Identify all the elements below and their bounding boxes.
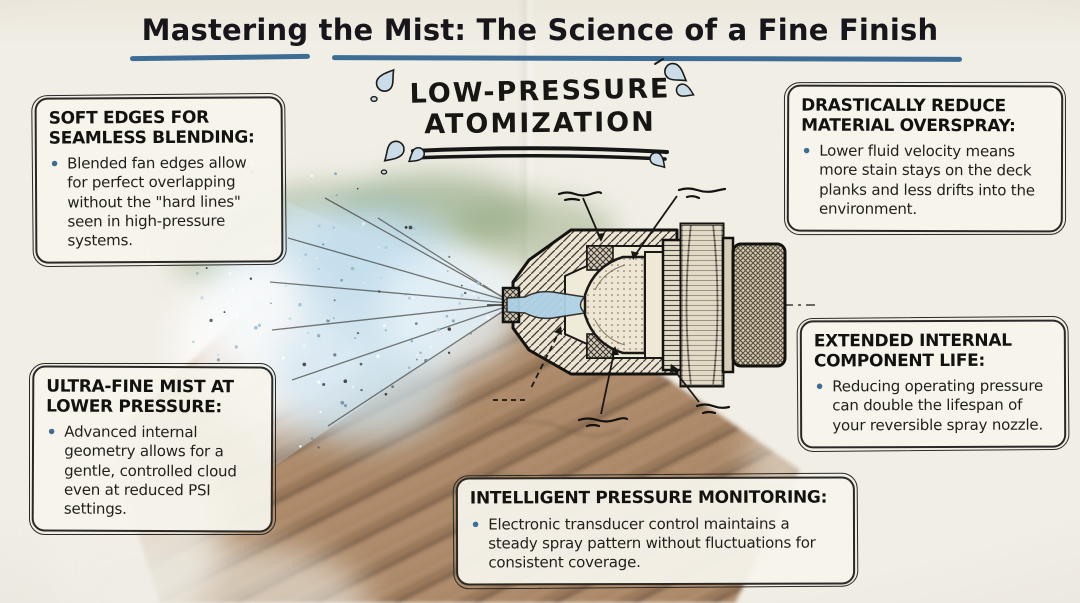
center-heading: LOW-PRESSURE ATOMIZATION	[340, 73, 740, 163]
callout-heading: DRASTICALLY REDUCE MATERIAL OVERSPRAY:	[801, 95, 1016, 137]
callout-soft-edges: SOFT EDGES FOR SEAMLESS BLENDING: • Blen…	[34, 96, 284, 264]
threaded-end	[731, 242, 787, 368]
callout-heading: ULTRA-FINE MIST AT LOWER PRESSURE:	[46, 376, 234, 418]
bullet-dot: •	[469, 514, 482, 537]
callout-heading: INTELLIGENT PRESSURE MONITORING:	[469, 487, 828, 509]
callout-pressure-monitoring: INTELLIGENT PRESSURE MONITORING: • Elect…	[455, 476, 856, 586]
bullet-dot: •	[46, 421, 58, 445]
page-title: Mastering the Mist: The Science of a Fin…	[141, 13, 939, 47]
bullet-dot: •	[48, 153, 61, 177]
bullet-dot: •	[800, 141, 813, 164]
mist-spray-cone	[175, 166, 520, 472]
callout-heading: SOFT EDGES FOR SEAMLESS BLENDING:	[48, 107, 255, 149]
callout-reduce-overspray: DRASTICALLY REDUCE MATERIAL OVERSPRAY: •…	[786, 84, 1064, 233]
callout-body: Electronic transducer control maintains …	[488, 514, 816, 572]
spray-stream-lines	[269, 197, 511, 427]
label-scribbles	[557, 187, 731, 428]
callout-ultra-fine-mist: ULTRA-FINE MIST AT LOWER PRESSURE: • Adv…	[31, 365, 274, 533]
fluid-channel	[506, 290, 587, 320]
callout-body: Advanced internal geometry allows for a …	[63, 423, 237, 518]
title-underline-short	[129, 53, 311, 62]
callout-heading: EXTENDED INTERNAL COMPONENT LIFE:	[813, 330, 1012, 372]
callout-body: Blended fan edges allow for perfect over…	[67, 153, 247, 250]
callout-body: Reducing operating pressure can double t…	[832, 377, 1044, 434]
callout-body: Lower fluid velocity means more stain st…	[819, 142, 1035, 218]
water-droplet-icon	[649, 151, 666, 169]
center-heading-underline	[409, 146, 669, 161]
spray-nozzle-cross-section	[487, 187, 815, 428]
leader-arrowheads	[554, 233, 678, 373]
callout-leader-lines	[493, 195, 700, 415]
bullet-dot: •	[813, 376, 826, 399]
water-droplet-icon	[380, 140, 426, 175]
callout-component-life: EXTENDED INTERNAL COMPONENT LIFE: • Redu…	[799, 319, 1067, 449]
water-droplet-icon	[654, 58, 695, 97]
water-droplet-icon	[370, 68, 395, 103]
